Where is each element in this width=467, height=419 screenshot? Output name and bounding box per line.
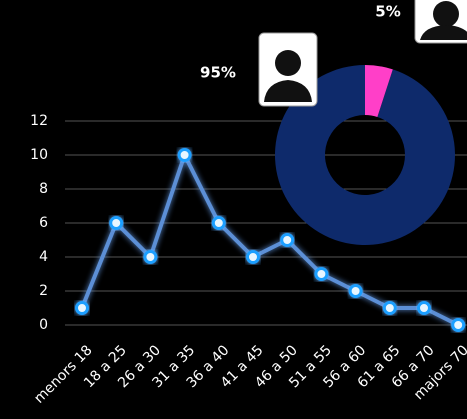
data-point xyxy=(382,301,397,315)
y-tick-label: 6 xyxy=(39,215,48,231)
data-point xyxy=(451,318,466,332)
data-point xyxy=(211,216,226,230)
y-tick-label: 0 xyxy=(39,317,48,333)
donut-slice xyxy=(274,65,455,245)
y-tick-label: 8 xyxy=(39,181,48,197)
donut: 95% 5% xyxy=(200,3,455,245)
data-point xyxy=(314,267,329,281)
y-tick-label: 10 xyxy=(30,147,48,163)
data-point xyxy=(417,301,431,315)
data-point xyxy=(143,250,158,264)
data-point xyxy=(246,250,260,264)
slice-label: 95% xyxy=(200,64,236,82)
data-point xyxy=(348,284,363,298)
slice-label: 5% xyxy=(375,3,400,21)
data-point xyxy=(109,216,124,230)
female-icon xyxy=(414,0,467,44)
data-point xyxy=(177,148,192,162)
male-icon xyxy=(258,32,318,107)
donut-slice xyxy=(365,65,393,117)
y-tick-label: 4 xyxy=(39,249,48,265)
y-tick-label: 2 xyxy=(39,283,48,299)
y-tick-label: 12 xyxy=(30,113,48,129)
data-point xyxy=(280,233,295,247)
data-point xyxy=(75,301,89,315)
